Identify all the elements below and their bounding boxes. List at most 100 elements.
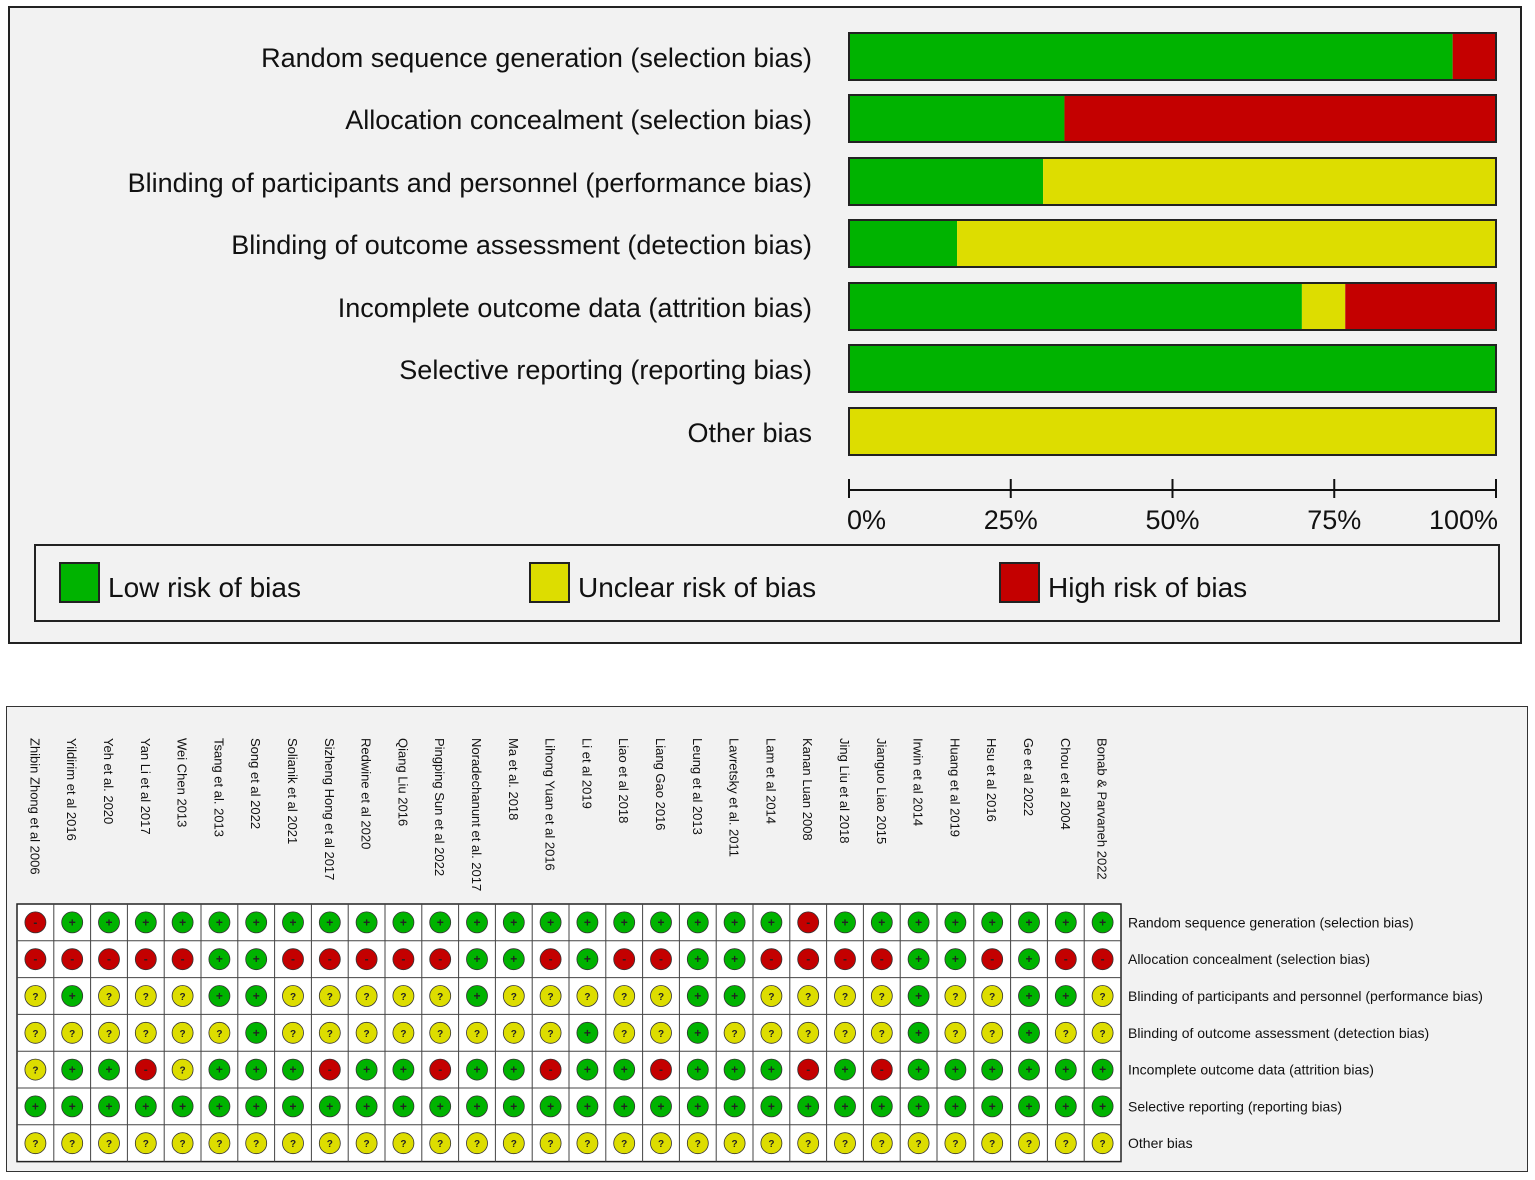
study-label: Yildirim et al 2016 (64, 738, 79, 841)
rating-dot (134, 985, 157, 1007)
legend-label: Unclear risk of bias (578, 572, 816, 603)
rating-dot (502, 1132, 525, 1155)
rating-dot (98, 1132, 120, 1155)
rating-dot (981, 1132, 1004, 1155)
rating-dot (539, 1095, 562, 1118)
rating-symbol: ? (732, 1029, 738, 1040)
rating-symbol: - (769, 952, 773, 966)
rating-dot (650, 985, 672, 1007)
rating-dot (650, 1095, 672, 1118)
rating-dot (24, 1095, 47, 1118)
rating-symbol: - (1064, 952, 1068, 966)
rating-dot (907, 1132, 930, 1155)
rating-dot (24, 948, 47, 971)
rating-symbol: ? (768, 1139, 774, 1150)
rating-dot (944, 948, 967, 971)
study-label: Yan Li et al 2017 (138, 738, 153, 835)
rating-symbol: - (107, 952, 111, 966)
rating-dot (318, 1132, 341, 1155)
bar-outline (848, 94, 1497, 143)
rating-symbol: + (326, 1099, 333, 1113)
rating-dot (1018, 985, 1040, 1007)
rating-dot (797, 985, 820, 1007)
rating-symbol: ? (364, 992, 370, 1003)
rating-dot (723, 948, 746, 971)
rating-dot (318, 1021, 341, 1044)
rating-dot (613, 948, 636, 971)
rating-symbol: ? (842, 992, 848, 1003)
rating-symbol: + (1025, 1063, 1032, 1077)
domain-label: Incomplete outcome data (attrition bias) (1128, 1062, 1374, 1078)
rating-symbol: + (1025, 1026, 1032, 1040)
bar-segment (849, 283, 1302, 330)
rating-symbol: + (694, 1026, 701, 1040)
rating-symbol: ? (106, 1029, 112, 1040)
rating-symbol: ? (621, 1139, 627, 1150)
rating-symbol: + (510, 952, 517, 966)
rating-dot (392, 1021, 415, 1044)
rating-dot (870, 985, 893, 1007)
bar-segment (1452, 33, 1496, 80)
rating-dot (760, 1021, 783, 1044)
study-label: Huang et al 2019 (947, 738, 962, 837)
rating-symbol: + (657, 915, 664, 929)
bar-segment (849, 345, 1496, 392)
rating-dot (981, 1095, 1004, 1118)
rating-dot (650, 1021, 672, 1044)
rating-dot (355, 911, 378, 934)
rating-symbol: ? (695, 1139, 701, 1150)
x-tick-label: 50% (1145, 505, 1199, 535)
rating-symbol: + (584, 915, 591, 929)
rating-dot (355, 948, 378, 971)
rating-dot (208, 911, 231, 934)
rating-symbol: + (694, 989, 701, 1003)
study-label: Jianguo Liao 2015 (874, 738, 889, 844)
rating-dot (1018, 1021, 1040, 1044)
rating-symbol: + (437, 915, 444, 929)
rating-symbol: - (365, 952, 369, 966)
rating-dot (466, 948, 488, 971)
rating-dot (429, 1021, 452, 1044)
rating-symbol: ? (805, 1029, 811, 1040)
study-label: Wei Chen 2013 (175, 738, 190, 827)
legend-label: Low risk of bias (108, 572, 301, 603)
rating-symbol: - (181, 952, 185, 966)
rating-symbol: - (806, 915, 810, 929)
rating-symbol: ? (437, 992, 443, 1003)
rating-dot (1018, 911, 1040, 934)
rating-symbol: + (326, 915, 333, 929)
rating-dot (686, 1095, 709, 1118)
study-label: Chou et al 2004 (1058, 738, 1073, 830)
rating-symbol: - (438, 952, 442, 966)
study-label: Sizheng Hong et al 2017 (322, 738, 337, 880)
rating-dot (613, 1132, 636, 1155)
rating-symbol: ? (290, 1139, 296, 1150)
legend-label: High risk of bias (1048, 572, 1247, 603)
rating-dot (576, 1132, 599, 1155)
rating-symbol: + (1099, 1099, 1106, 1113)
bar-segment (1345, 283, 1496, 330)
rating-dot (539, 911, 562, 934)
rating-symbol: + (510, 915, 517, 929)
rating-symbol: ? (658, 1139, 664, 1150)
rating-dot (208, 1095, 231, 1118)
rating-symbol: + (253, 915, 260, 929)
rating-dot (907, 948, 930, 971)
bar-segment (1301, 283, 1346, 330)
rating-dot (944, 1132, 967, 1155)
rating-dot (171, 1021, 194, 1044)
rating-symbol: ? (952, 992, 958, 1003)
rating-dot (760, 1095, 783, 1118)
rating-symbol: + (878, 915, 885, 929)
rating-symbol: + (731, 989, 738, 1003)
category-label: Blinding of outcome assessment (detectio… (231, 230, 812, 260)
rating-symbol: ? (32, 992, 38, 1003)
rating-symbol: + (142, 1099, 149, 1113)
rating-symbol: ? (216, 1139, 222, 1150)
rating-dot (1054, 1132, 1077, 1155)
rating-dot (318, 985, 341, 1007)
rating-symbol: ? (732, 1139, 738, 1150)
rating-dot (650, 948, 672, 971)
rating-symbol: ? (879, 992, 885, 1003)
study-label: Jing Liu et al 2018 (837, 738, 852, 844)
